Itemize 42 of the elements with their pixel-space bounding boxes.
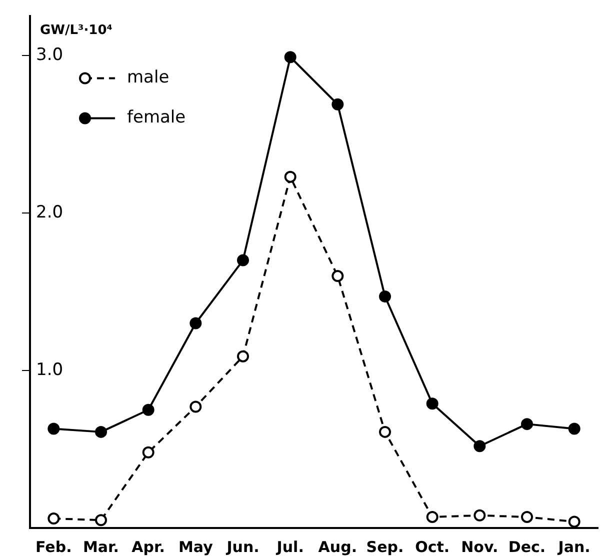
point — [521, 510, 533, 523]
point — [48, 512, 60, 525]
x-tick-label: Oct. — [415, 538, 450, 556]
legend-label: male — [127, 68, 170, 88]
x-tick-label: Mar. — [82, 538, 120, 556]
point — [332, 98, 344, 110]
point — [568, 516, 580, 528]
point — [190, 400, 202, 413]
x-tick-label: Jul. — [276, 538, 304, 556]
point — [142, 446, 154, 458]
x-tick-label: Jun. — [226, 538, 260, 556]
point — [332, 270, 344, 282]
point — [48, 422, 60, 435]
x-tick-label: Dec. — [508, 538, 546, 556]
point — [474, 440, 486, 452]
y-tick-label: 2.0 — [36, 202, 64, 222]
point — [521, 418, 533, 430]
x-tick-label: Feb. — [36, 538, 72, 556]
x-tick-label: Sep. — [366, 538, 404, 556]
point — [237, 254, 249, 266]
x-tick-label: Apr. — [132, 538, 165, 556]
y-tick-label: 1.0 — [36, 360, 64, 380]
point — [95, 514, 107, 526]
point — [568, 422, 580, 435]
legend-label: female — [127, 108, 186, 128]
x-tick-label: Aug. — [318, 538, 358, 556]
point — [379, 290, 391, 303]
point — [379, 426, 391, 438]
y-tick-label: 3.0 — [36, 44, 64, 65]
point — [95, 426, 107, 438]
x-tick-label: Jan. — [557, 538, 590, 556]
x-tick-label: May — [178, 538, 214, 556]
y-axis-title: GW/L³·10⁴ — [40, 23, 113, 38]
point — [190, 317, 202, 330]
point — [474, 509, 486, 522]
x-tick-label: Nov. — [461, 538, 498, 556]
point — [284, 51, 296, 64]
point — [426, 510, 438, 523]
point — [237, 350, 249, 362]
point — [284, 170, 296, 183]
point — [426, 398, 438, 410]
point — [142, 404, 154, 416]
